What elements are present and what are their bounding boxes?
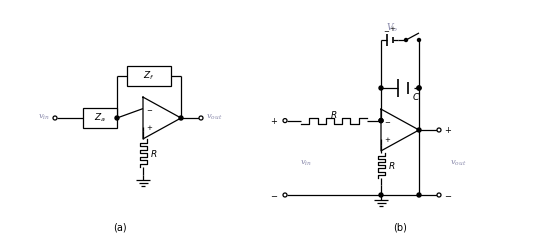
Text: $-$: $-$	[270, 190, 278, 199]
Circle shape	[437, 193, 441, 197]
Text: $R$: $R$	[150, 148, 157, 159]
Circle shape	[379, 119, 383, 123]
Text: $v_{out}$: $v_{out}$	[450, 159, 466, 168]
Text: (b): (b)	[393, 223, 407, 233]
Bar	[83, 108, 117, 128]
Circle shape	[417, 128, 421, 132]
Text: (a): (a)	[113, 223, 127, 233]
Text: $R$: $R$	[331, 109, 337, 120]
Circle shape	[404, 38, 407, 41]
Circle shape	[115, 116, 119, 120]
Text: $R$: $R$	[388, 160, 395, 171]
Circle shape	[379, 86, 383, 90]
Text: $Z_a$: $Z_a$	[94, 112, 106, 124]
Circle shape	[179, 116, 183, 120]
Text: $+$: $+$	[146, 123, 153, 132]
Circle shape	[418, 38, 420, 41]
Text: $+$: $+$	[384, 135, 391, 144]
Text: $+$: $+$	[389, 24, 396, 33]
Bar	[127, 66, 171, 86]
Text: $+$: $+$	[444, 125, 452, 135]
Circle shape	[379, 119, 383, 123]
Text: $C$: $C$	[412, 91, 420, 101]
Circle shape	[417, 86, 421, 90]
Text: $v_{in}$: $v_{in}$	[300, 159, 312, 168]
Circle shape	[283, 193, 287, 197]
Circle shape	[199, 116, 203, 120]
Text: $Z_f$: $Z_f$	[143, 70, 155, 82]
Circle shape	[437, 128, 441, 132]
Text: $-$: $-$	[444, 190, 452, 199]
Text: $V_o$: $V_o$	[386, 22, 398, 34]
Text: $v_{out}$: $v_{out}$	[206, 112, 223, 121]
Text: $-$: $-$	[384, 118, 391, 124]
Circle shape	[417, 86, 421, 90]
Text: $v_{in}$: $v_{in}$	[38, 112, 50, 121]
Text: $+$: $+$	[270, 116, 278, 126]
Circle shape	[283, 119, 287, 123]
Circle shape	[53, 116, 57, 120]
Circle shape	[417, 193, 421, 197]
Circle shape	[379, 193, 383, 197]
Text: $-$: $-$	[146, 106, 153, 112]
Text: $-$: $-$	[383, 27, 390, 33]
